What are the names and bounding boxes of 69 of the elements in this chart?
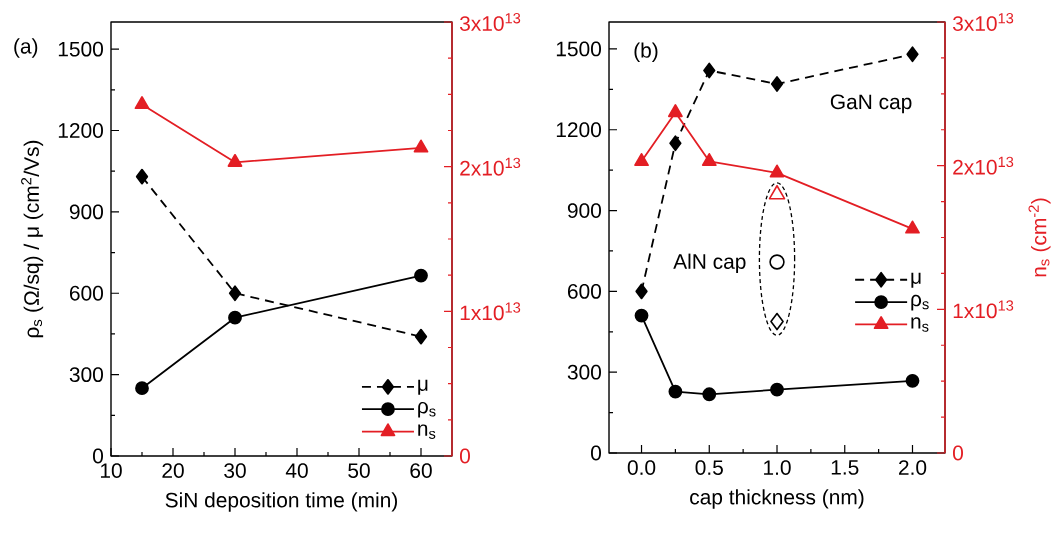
x-axis-title: SiN deposition time (min)	[165, 492, 397, 512]
legend-label: μ	[418, 379, 428, 395]
point	[634, 152, 649, 166]
y2-tick-label: 1x10$^{13}$	[460, 302, 521, 321]
y2-tick-label: 2x10$^{13}$	[460, 157, 521, 176]
x-tick-label: 0.0	[627, 460, 656, 475]
y-tick-label: 600	[69, 285, 103, 301]
point	[703, 62, 716, 79]
x-tick-label: 1.0	[764, 460, 791, 475]
x-tick-label: 2.0	[899, 460, 927, 475]
point	[770, 76, 784, 92]
y-tick-label: 300	[567, 364, 601, 380]
y-tick-label: 1200	[58, 123, 103, 138]
legend-label: ρ$_{s}$	[911, 294, 929, 311]
y2-tick-label: 3x10$^{13}$	[459, 13, 521, 31]
point	[769, 254, 785, 270]
y-tick-label: 900	[69, 204, 103, 220]
x-tick-label: 10	[100, 463, 122, 478]
point	[228, 310, 242, 325]
text: (a)	[14, 38, 38, 58]
y-tick-label: 1500	[58, 41, 103, 57]
x-axis-title: cap thickness (nm)	[690, 489, 864, 509]
point	[414, 328, 428, 345]
y2-tick-label: 0	[953, 445, 963, 461]
point	[634, 308, 649, 323]
y2-axis-title: n$_{s}$ (cm$^{-2}$)	[1028, 198, 1051, 277]
annotation: AlN cap	[673, 253, 746, 274]
y2-tick-label: 2x10$^{13}$	[953, 156, 1014, 175]
point	[668, 104, 683, 118]
x-tick-label: 0.5	[695, 460, 723, 475]
annotation: (b)	[634, 42, 658, 62]
y-tick-label: 1200	[556, 122, 601, 138]
y-tick-label: 900	[567, 203, 601, 218]
point	[769, 164, 785, 178]
legend-label: ρ$_{s}$	[418, 401, 436, 418]
y-tick-label: 600	[567, 283, 601, 299]
point	[669, 135, 682, 152]
x-tick-label: 1.5	[831, 460, 859, 475]
point	[701, 152, 717, 166]
point	[905, 373, 920, 388]
point	[668, 384, 683, 399]
point	[135, 168, 149, 185]
y-tick-label: 0	[591, 445, 602, 461]
point	[135, 381, 149, 396]
legend-label: n$_{s}$	[418, 424, 436, 439]
legend-label: n$_{s}$	[911, 317, 929, 332]
y2-tick-label: 1x10$^{13}$	[953, 300, 1014, 319]
annotation: GaN cap	[830, 94, 912, 114]
point	[702, 387, 717, 402]
x-tick-label: 20	[162, 463, 184, 478]
y-axis-title: ρ$_{s}$ (Ω/sq) / μ (cm$^{2}$/Vs)	[21, 140, 44, 338]
legend-label: μ	[911, 272, 921, 288]
point	[905, 220, 920, 234]
point	[228, 285, 242, 302]
point	[635, 283, 648, 300]
y2-tick-label: 3x10$^{13}$	[952, 13, 1014, 31]
point	[906, 46, 919, 63]
point	[414, 268, 428, 283]
x-tick-label: 40	[285, 463, 308, 478]
point	[770, 312, 784, 331]
x-tick-label: 60	[410, 463, 432, 478]
x-tick-label: 30	[224, 463, 246, 478]
y-tick-label: 300	[69, 367, 103, 383]
y-tick-label: 0	[93, 448, 103, 464]
y-tick-label: 1500	[556, 41, 601, 57]
point	[768, 184, 786, 200]
x-tick-label: 50	[348, 463, 370, 478]
y2-tick-label: 0	[459, 448, 470, 464]
point	[770, 382, 784, 397]
